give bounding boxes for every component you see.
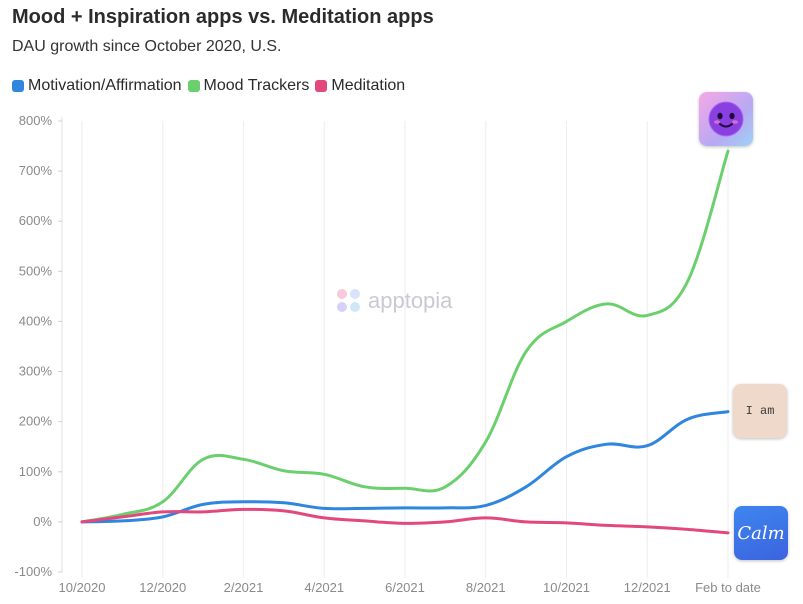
x-tick-label: 8/2021 bbox=[466, 580, 506, 595]
legend-label-motivation: Motivation/Affirmation bbox=[28, 77, 182, 94]
y-tick-label: 700% bbox=[19, 163, 53, 178]
y-tick-label: 100% bbox=[19, 464, 53, 479]
chart-axes: -100% 0% 100% 200% 300% 400% 500% 600% 700% 800% 1… bbox=[14, 113, 760, 595]
apptopia-watermark: apptopia bbox=[337, 288, 453, 313]
series-line-mood-trackers bbox=[80, 149, 730, 524]
legend-swatch-meditation bbox=[315, 80, 328, 92]
watermark-dot bbox=[350, 289, 360, 299]
legend-swatch-mood-trackers bbox=[187, 80, 200, 92]
series-line-meditation bbox=[80, 507, 730, 535]
x-tick-label: Feb to date bbox=[695, 580, 761, 595]
chart-subtitle: DAU growth since October 2020, U.S. bbox=[12, 38, 282, 55]
legend-item-meditation: Meditation bbox=[315, 77, 405, 95]
series-line-motivation-affirmation bbox=[80, 410, 730, 524]
legend-label-meditation: Meditation bbox=[331, 77, 406, 94]
y-tick-label: 200% bbox=[19, 414, 53, 429]
x-tick-label: 2/2021 bbox=[224, 580, 264, 595]
y-tick-label: 800% bbox=[19, 113, 53, 128]
watermark-text: apptopia bbox=[368, 288, 453, 313]
chart-title: Mood + Inspiration apps vs. Meditation a… bbox=[12, 6, 434, 28]
legend-label-mood-trackers: Mood Trackers bbox=[203, 77, 310, 94]
x-tick-label: 10/2021 bbox=[543, 580, 590, 595]
watermark-dot bbox=[337, 302, 347, 312]
purple-smiley-face-icon bbox=[708, 101, 744, 137]
x-tick-label: 12/2020 bbox=[139, 580, 186, 595]
y-tick-label: 600% bbox=[19, 213, 53, 228]
chart-series bbox=[80, 149, 730, 535]
iam-app-icon-label: I am bbox=[745, 404, 775, 418]
legend-item-mood-trackers: Mood Trackers bbox=[187, 77, 310, 95]
y-tick-label: 500% bbox=[19, 263, 53, 278]
x-tick-label: 4/2021 bbox=[304, 580, 344, 595]
calm-app-icon: Calm bbox=[734, 506, 788, 560]
mood-tracker-app-icon bbox=[699, 92, 753, 146]
legend-swatch-motivation bbox=[12, 80, 24, 92]
y-tick-label: -100% bbox=[14, 564, 52, 579]
calm-app-icon-label: Calm bbox=[737, 522, 785, 544]
y-tick-label: 0% bbox=[33, 514, 52, 529]
watermark-dot bbox=[350, 302, 360, 312]
x-tick-label: 6/2021 bbox=[385, 580, 425, 595]
x-tick-label: 12/2021 bbox=[624, 580, 671, 595]
iam-app-icon: I am bbox=[733, 384, 787, 438]
x-tick-label: 10/2020 bbox=[59, 580, 106, 595]
watermark-dot bbox=[337, 289, 347, 299]
y-tick-label: 300% bbox=[19, 364, 53, 379]
chart-legend: Motivation/Affirmation Mood Trackers Med… bbox=[12, 77, 411, 95]
y-tick-label: 400% bbox=[19, 313, 53, 328]
legend-item-motivation: Motivation/Affirmation bbox=[12, 77, 182, 95]
